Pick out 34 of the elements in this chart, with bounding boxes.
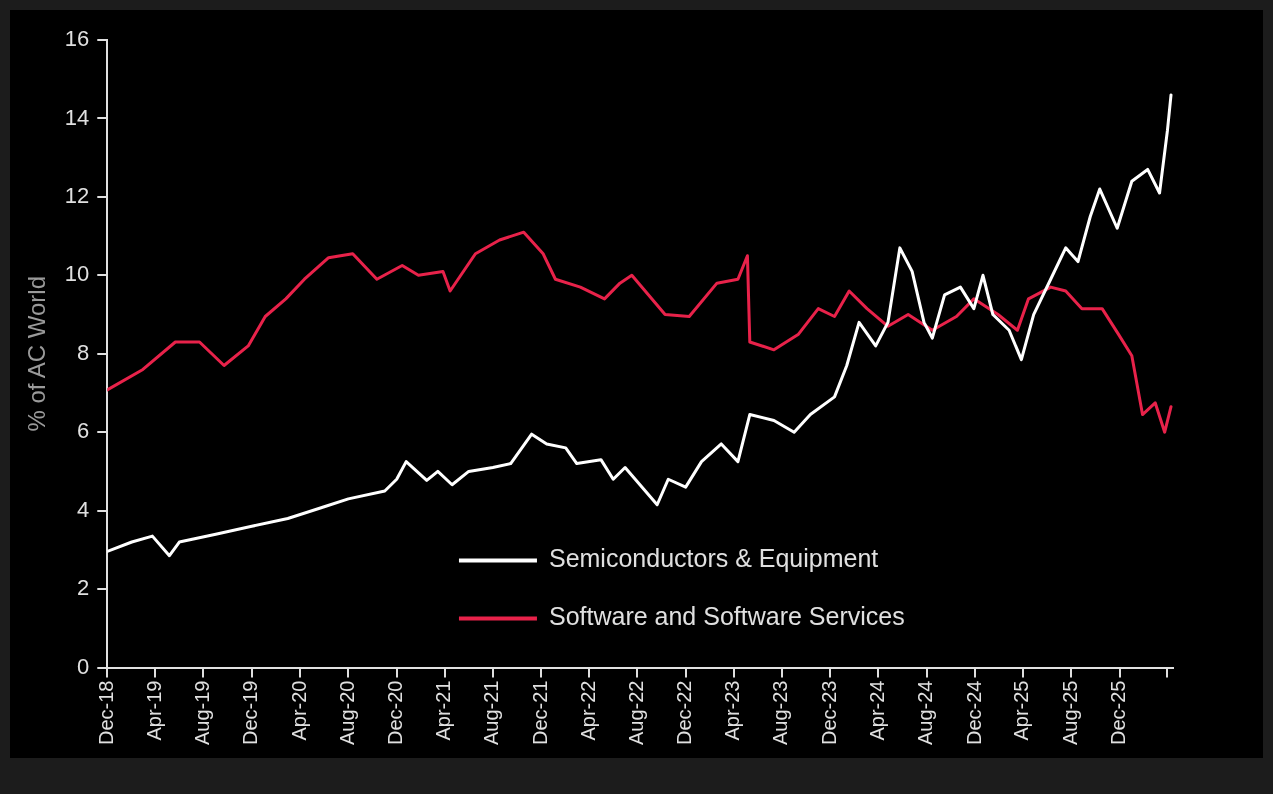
y-tick-label: 14	[64, 104, 90, 130]
y-tick-label: 8	[77, 339, 90, 365]
x-tick-label: Apr-20	[287, 680, 310, 741]
y-tick-label: 6	[77, 418, 90, 444]
x-tick-label: Dec-20	[384, 680, 407, 745]
x-tick-label: Aug-20	[335, 680, 358, 746]
x-tick-label: Apr-21	[432, 680, 455, 741]
y-tick-label: 2	[77, 575, 90, 601]
x-tick-label: Dec-24	[962, 680, 985, 745]
legend-label: Semiconductors & Equipment	[548, 544, 879, 573]
y-tick-label: 10	[64, 261, 90, 287]
x-tick-label: Apr-25	[1010, 680, 1033, 741]
x-tick-label: Apr-24	[865, 680, 888, 741]
x-tick-label: Aug-23	[769, 680, 792, 746]
legend-label: Software and Software Services	[548, 602, 905, 631]
x-tick-label: Aug-24	[914, 680, 937, 746]
x-tick-label: Dec-23	[817, 680, 840, 745]
y-axis-title: % of AC World	[23, 275, 51, 432]
y-tick-label: 16	[64, 26, 90, 52]
x-tick-label: Aug-22	[624, 680, 647, 746]
x-tick-label: Dec-25	[1107, 680, 1130, 745]
y-tick-label: 0	[77, 653, 90, 679]
x-tick-label: Dec-18	[94, 680, 117, 745]
x-tick-label: Dec-19	[239, 680, 262, 745]
x-tick-label: Aug-21	[480, 680, 503, 746]
x-tick-label: Apr-19	[142, 680, 165, 741]
x-tick-label: Dec-22	[673, 680, 696, 745]
x-tick-label: Aug-25	[1058, 680, 1081, 746]
x-tick-label: Dec-21	[528, 680, 551, 745]
y-tick-label: 12	[64, 182, 90, 208]
x-tick-label: Aug-19	[190, 680, 213, 746]
x-tick-label: Apr-22	[576, 680, 599, 741]
y-tick-label: 4	[77, 496, 90, 522]
x-tick-label: Apr-23	[721, 680, 744, 741]
